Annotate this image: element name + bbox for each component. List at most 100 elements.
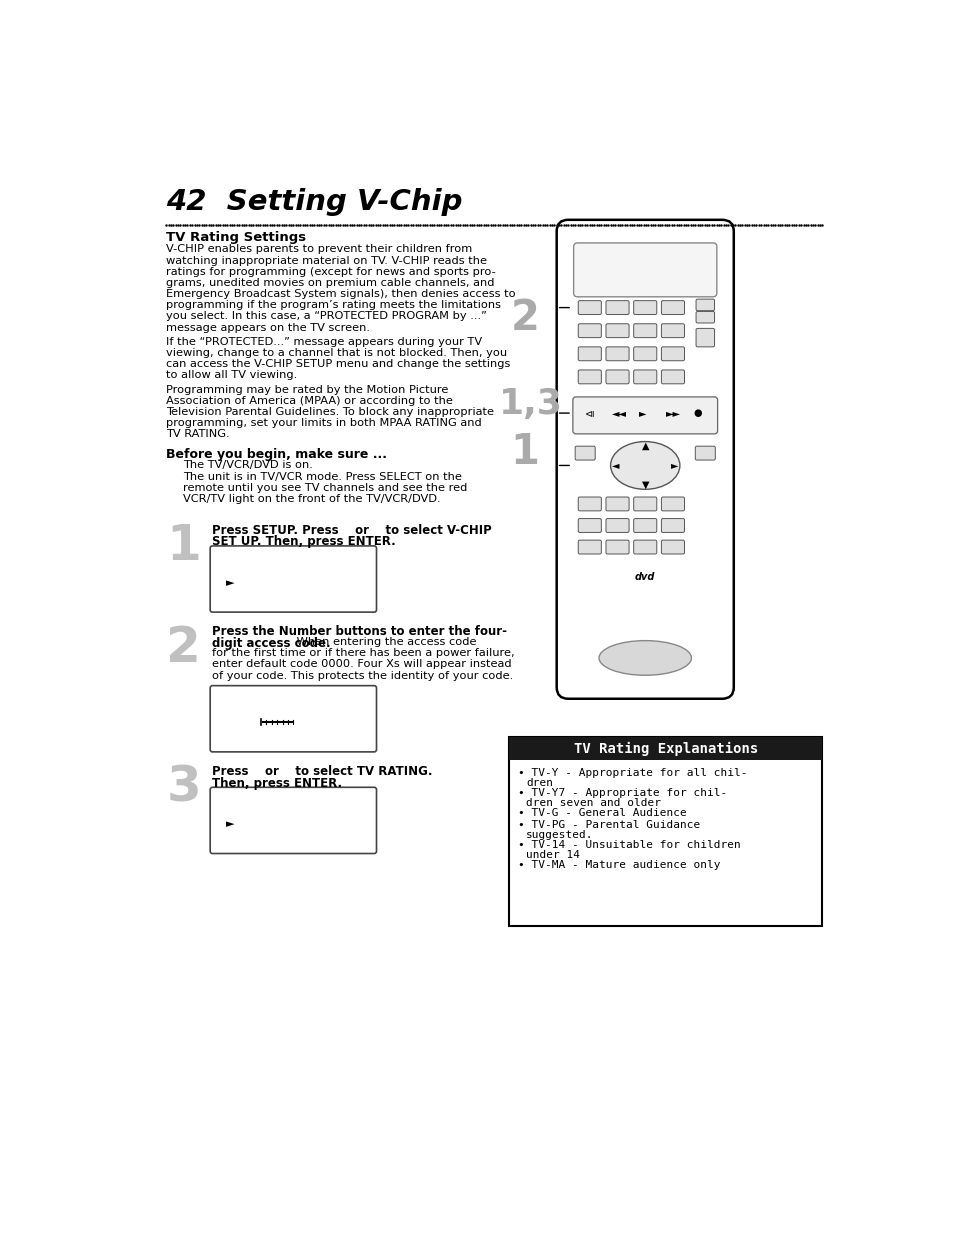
Text: viewing, change to a channel that is not blocked. Then, you: viewing, change to a channel that is not… bbox=[166, 348, 507, 358]
Text: V-CHIP enables parents to prevent their children from: V-CHIP enables parents to prevent their … bbox=[166, 245, 472, 254]
Text: 1: 1 bbox=[510, 431, 538, 473]
FancyBboxPatch shape bbox=[696, 329, 714, 347]
FancyBboxPatch shape bbox=[605, 519, 628, 532]
Text: watching inappropriate material on TV. V-CHIP reads the: watching inappropriate material on TV. V… bbox=[166, 256, 487, 266]
Text: Association of America (MPAA) or according to the: Association of America (MPAA) or accordi… bbox=[166, 395, 453, 406]
Text: Television Parental Guidelines. To block any inappropriate: Television Parental Guidelines. To block… bbox=[166, 406, 494, 417]
FancyBboxPatch shape bbox=[660, 370, 684, 384]
Text: can access the V-CHIP SETUP menu and change the settings: can access the V-CHIP SETUP menu and cha… bbox=[166, 359, 510, 369]
Text: ●: ● bbox=[692, 408, 700, 419]
Text: ▲: ▲ bbox=[640, 441, 648, 451]
FancyBboxPatch shape bbox=[633, 519, 656, 532]
FancyBboxPatch shape bbox=[605, 324, 628, 337]
Text: VCR/TV light on the front of the TV/VCR/DVD.: VCR/TV light on the front of the TV/VCR/… bbox=[183, 494, 440, 504]
FancyBboxPatch shape bbox=[578, 519, 600, 532]
Text: programming, set your limits in both MPAA RATING and: programming, set your limits in both MPA… bbox=[166, 419, 481, 429]
Text: The TV/VCR/DVD is on.: The TV/VCR/DVD is on. bbox=[183, 461, 313, 471]
Text: • TV-Y - Appropriate for all chil-: • TV-Y - Appropriate for all chil- bbox=[517, 768, 747, 778]
Text: for the first time or if there has been a power failure,: for the first time or if there has been … bbox=[213, 648, 515, 658]
FancyBboxPatch shape bbox=[696, 299, 714, 311]
FancyBboxPatch shape bbox=[575, 446, 595, 461]
Text: If the “PROTECTED...” message appears during your TV: If the “PROTECTED...” message appears du… bbox=[166, 337, 482, 347]
Text: you select. In this case, a “PROTECTED PROGRAM by ...”: you select. In this case, a “PROTECTED P… bbox=[166, 311, 487, 321]
Text: TV RATING.: TV RATING. bbox=[166, 430, 230, 440]
FancyBboxPatch shape bbox=[508, 737, 821, 761]
Text: ◄◄: ◄◄ bbox=[612, 408, 626, 419]
Text: ►: ► bbox=[639, 408, 646, 419]
Text: • TV-14 - Unsuitable for children: • TV-14 - Unsuitable for children bbox=[517, 840, 740, 850]
Text: The unit is in TV/VCR mode. Press SELECT on the: The unit is in TV/VCR mode. Press SELECT… bbox=[183, 472, 461, 482]
FancyBboxPatch shape bbox=[660, 324, 684, 337]
FancyBboxPatch shape bbox=[605, 300, 628, 315]
FancyBboxPatch shape bbox=[633, 347, 656, 361]
Text: remote until you see TV channels and see the red: remote until you see TV channels and see… bbox=[183, 483, 467, 493]
Text: • TV-Y7 - Appropriate for chil-: • TV-Y7 - Appropriate for chil- bbox=[517, 788, 727, 798]
FancyBboxPatch shape bbox=[633, 496, 656, 511]
FancyBboxPatch shape bbox=[210, 685, 376, 752]
Ellipse shape bbox=[610, 442, 679, 489]
Text: TV Rating Settings: TV Rating Settings bbox=[166, 231, 306, 245]
Text: dren seven and older: dren seven and older bbox=[525, 798, 660, 808]
Text: TV Rating Explanations: TV Rating Explanations bbox=[573, 742, 757, 756]
Text: ►: ► bbox=[670, 461, 678, 471]
Text: Press the Number buttons to enter the four-: Press the Number buttons to enter the fo… bbox=[213, 625, 507, 638]
Text: 2: 2 bbox=[166, 624, 201, 672]
FancyBboxPatch shape bbox=[696, 311, 714, 324]
Text: Press    or    to select TV RATING.: Press or to select TV RATING. bbox=[213, 764, 433, 778]
Text: 2: 2 bbox=[510, 296, 538, 338]
Text: 3: 3 bbox=[166, 763, 201, 811]
Ellipse shape bbox=[598, 641, 691, 676]
Text: • TV-MA - Mature audience only: • TV-MA - Mature audience only bbox=[517, 860, 720, 869]
FancyBboxPatch shape bbox=[633, 324, 656, 337]
Text: 1: 1 bbox=[166, 522, 201, 571]
FancyBboxPatch shape bbox=[557, 220, 733, 699]
Text: 1,3: 1,3 bbox=[498, 387, 562, 421]
Text: When entering the access code: When entering the access code bbox=[293, 637, 476, 647]
FancyBboxPatch shape bbox=[210, 546, 376, 613]
Text: Then, press ENTER.: Then, press ENTER. bbox=[213, 777, 342, 789]
Text: Emergency Broadcast System signals), then denies access to: Emergency Broadcast System signals), the… bbox=[166, 289, 516, 299]
Text: message appears on the TV screen.: message appears on the TV screen. bbox=[166, 322, 370, 332]
FancyBboxPatch shape bbox=[210, 787, 376, 853]
FancyBboxPatch shape bbox=[508, 737, 821, 926]
Text: ratings for programming (except for news and sports pro-: ratings for programming (except for news… bbox=[166, 267, 496, 277]
FancyBboxPatch shape bbox=[633, 370, 656, 384]
Text: ◄: ◄ bbox=[612, 461, 619, 471]
FancyBboxPatch shape bbox=[660, 496, 684, 511]
FancyBboxPatch shape bbox=[578, 347, 600, 361]
Text: suggested.: suggested. bbox=[525, 830, 593, 840]
Text: of your code. This protects the identity of your code.: of your code. This protects the identity… bbox=[213, 671, 514, 680]
Text: digit access code.: digit access code. bbox=[213, 637, 331, 650]
Text: SET UP. Then, press ENTER.: SET UP. Then, press ENTER. bbox=[213, 535, 395, 548]
Text: under 14: under 14 bbox=[525, 850, 579, 860]
FancyBboxPatch shape bbox=[578, 324, 600, 337]
FancyBboxPatch shape bbox=[605, 540, 628, 555]
FancyBboxPatch shape bbox=[605, 347, 628, 361]
Text: Before you begin, make sure ...: Before you begin, make sure ... bbox=[166, 448, 387, 461]
Text: • TV-G - General Audience: • TV-G - General Audience bbox=[517, 808, 686, 818]
Text: • TV-PG - Parental Guidance: • TV-PG - Parental Guidance bbox=[517, 820, 700, 830]
Text: ►: ► bbox=[226, 819, 234, 829]
Text: dvd: dvd bbox=[635, 572, 655, 582]
Text: programming if the program’s rating meets the limitations: programming if the program’s rating meet… bbox=[166, 300, 500, 310]
FancyBboxPatch shape bbox=[660, 519, 684, 532]
FancyBboxPatch shape bbox=[578, 540, 600, 555]
FancyBboxPatch shape bbox=[578, 300, 600, 315]
Text: 42  Setting V-Chip: 42 Setting V-Chip bbox=[166, 188, 462, 216]
FancyBboxPatch shape bbox=[578, 370, 600, 384]
Text: enter default code 0000. Four Xs will appear instead: enter default code 0000. Four Xs will ap… bbox=[213, 659, 512, 669]
Text: to allow all TV viewing.: to allow all TV viewing. bbox=[166, 370, 297, 380]
FancyBboxPatch shape bbox=[660, 300, 684, 315]
Text: grams, unedited movies on premium cable channels, and: grams, unedited movies on premium cable … bbox=[166, 278, 495, 288]
Text: ⧏: ⧏ bbox=[584, 408, 595, 419]
FancyBboxPatch shape bbox=[572, 396, 717, 433]
FancyBboxPatch shape bbox=[573, 243, 716, 296]
FancyBboxPatch shape bbox=[695, 446, 715, 461]
FancyBboxPatch shape bbox=[633, 300, 656, 315]
Text: ▼: ▼ bbox=[640, 479, 648, 490]
Text: ►►: ►► bbox=[665, 408, 680, 419]
Text: Programming may be rated by the Motion Picture: Programming may be rated by the Motion P… bbox=[166, 384, 448, 395]
FancyBboxPatch shape bbox=[633, 540, 656, 555]
FancyBboxPatch shape bbox=[605, 370, 628, 384]
FancyBboxPatch shape bbox=[578, 496, 600, 511]
